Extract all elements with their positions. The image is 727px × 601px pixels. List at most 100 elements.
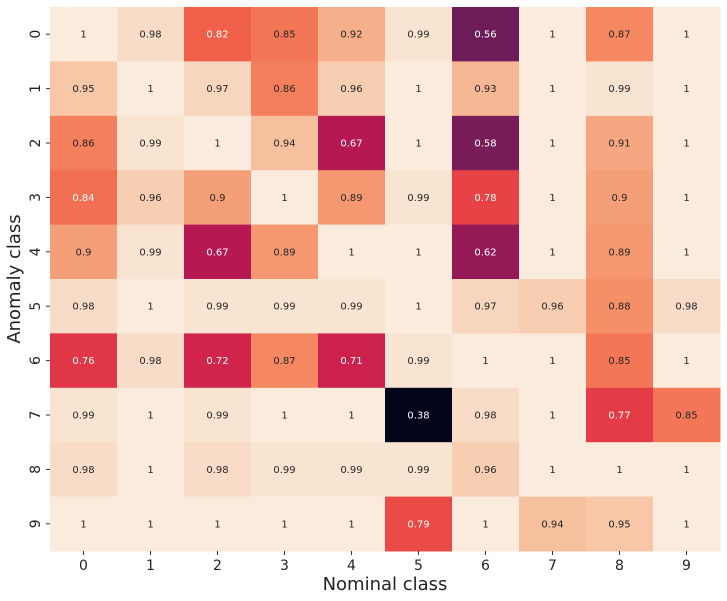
heatmap-cell-9-7: [519, 496, 587, 552]
heatmap-cell-label-1-8: 0.99: [608, 84, 630, 95]
heatmap-cell-label-2-0: 0.86: [72, 139, 94, 150]
heatmap-cell-2-9: [653, 115, 721, 171]
heatmap-cell-label-8-1: 1: [147, 465, 153, 476]
y-tick-label-4: 4: [28, 247, 44, 256]
y-tick-label-9: 9: [28, 519, 44, 528]
heatmap-cell-label-4-8: 0.89: [608, 247, 630, 258]
heatmap-cell-label-5-7: 0.96: [541, 302, 563, 313]
heatmap-cell-6-4: [318, 333, 386, 389]
heatmap-cell-label-2-6: 0.58: [474, 139, 496, 150]
heatmap-cell-7-7: [519, 387, 587, 443]
heatmap-cell-label-8-7: 1: [549, 465, 555, 476]
x-axis-ticks: 0 1 2 3 4 5 6 7 8 9: [79, 551, 691, 574]
heatmap-cell-2-4: [318, 115, 386, 171]
heatmap-cell-7-2: [184, 387, 252, 443]
heatmap-cell-label-1-2: 0.97: [206, 84, 228, 95]
heatmap-cell-2-0: [50, 115, 118, 171]
heatmap-cell-3-0: [50, 170, 118, 226]
heatmap-cell-label-6-5: 0.99: [407, 356, 429, 367]
heatmap-cell-label-1-1: 1: [147, 84, 153, 95]
heatmap-cell-3-4: [318, 170, 386, 226]
heatmap-cell-1-8: [586, 61, 654, 117]
heatmap-cell-label-1-9: 1: [683, 84, 689, 95]
y-axis-label: Anomaly class: [4, 214, 25, 343]
heatmap-cell-label-2-7: 1: [549, 139, 555, 150]
heatmap-cell-label-8-6: 0.96: [474, 465, 496, 476]
heatmap-cell-label-6-8: 0.85: [608, 356, 630, 367]
heatmap-cell-8-2: [184, 442, 252, 498]
heatmap-cell-label-6-0: 0.76: [72, 356, 94, 367]
heatmap-cell-label-4-6: 0.62: [474, 247, 496, 258]
heatmap-cell-label-7-2: 0.99: [206, 411, 228, 422]
heatmap-cell-label-6-2: 0.72: [206, 356, 228, 367]
heatmap-cell-label-5-1: 1: [147, 302, 153, 313]
heatmap-cell-label-4-1: 0.99: [139, 247, 161, 258]
heatmap-cell-label-3-9: 1: [683, 193, 689, 204]
heatmap-cell-1-2: [184, 61, 252, 117]
heatmap-cell-0-9: [653, 7, 721, 62]
heatmap-cell-label-3-6: 0.78: [474, 193, 496, 204]
heatmap-cell-label-2-1: 0.99: [139, 139, 161, 150]
x-tick-label-5: 5: [414, 558, 423, 574]
heatmap-cell-5-1: [117, 279, 185, 334]
heatmap-cell-3-6: [452, 170, 520, 226]
heatmap-cell-1-6: [452, 61, 520, 117]
heatmap-cell-9-8: [586, 496, 654, 552]
heatmap-cell-4-8: [586, 224, 654, 280]
heatmap-cell-0-4: [318, 7, 386, 62]
heatmap-cell-label-4-7: 1: [549, 247, 555, 258]
y-tick-label-6: 6: [28, 356, 44, 365]
heatmap-cell-label-7-4: 1: [348, 411, 354, 422]
heatmap-cell-label-0-6: 0.56: [474, 30, 496, 41]
x-tick-label-6: 6: [481, 558, 490, 574]
heatmap-cell-5-8: [586, 279, 654, 334]
heatmap-cell-label-5-2: 0.99: [206, 302, 228, 313]
y-axis-ticks: 0 1 2 3 4 5 6 7 8 9: [28, 30, 50, 528]
heatmap-cell-1-0: [50, 61, 118, 117]
heatmap-cell-2-7: [519, 115, 587, 171]
heatmap-cell-label-2-4: 0.67: [340, 139, 362, 150]
heatmap-cell-label-3-4: 0.89: [340, 193, 362, 204]
y-tick-label-3: 3: [28, 193, 44, 202]
heatmap-cell-label-5-4: 0.99: [340, 302, 362, 313]
heatmap-cell-8-8: [586, 442, 654, 498]
x-tick-label-8: 8: [615, 558, 624, 574]
y-tick-label-5: 5: [28, 302, 44, 311]
heatmap-cell-label-9-1: 1: [147, 519, 153, 530]
heatmap-cell-7-4: [318, 387, 386, 443]
heatmap-cell-label-0-4: 0.92: [340, 30, 362, 41]
heatmap-cell-5-2: [184, 279, 252, 334]
heatmap-cell-4-7: [519, 224, 587, 280]
heatmap-cell-label-8-4: 0.99: [340, 465, 362, 476]
heatmap-cell-9-9: [653, 496, 721, 552]
x-tick-label-2: 2: [213, 558, 222, 574]
heatmap-cell-label-0-0: 1: [80, 30, 86, 41]
heatmap-cell-5-0: [50, 279, 118, 334]
heatmap-cell-label-4-2: 0.67: [206, 247, 228, 258]
heatmap-cell-9-6: [452, 496, 520, 552]
x-tick-label-3: 3: [280, 558, 289, 574]
heatmap-cell-label-2-5: 1: [415, 139, 421, 150]
heatmap-cell-5-5: [385, 279, 453, 334]
heatmap-cell-label-9-6: 1: [482, 519, 488, 530]
heatmap-cell-8-5: [385, 442, 453, 498]
x-tick-label-4: 4: [347, 558, 356, 574]
heatmap-cell-label-9-9: 1: [683, 519, 689, 530]
heatmap-cell-label-4-5: 1: [415, 247, 421, 258]
heatmap-cell-label-8-9: 1: [683, 465, 689, 476]
heatmap-cell-8-9: [653, 442, 721, 498]
heatmap-cell-4-9: [653, 224, 721, 280]
heatmap-cell-1-5: [385, 61, 453, 117]
x-tick-label-9: 9: [682, 558, 691, 574]
heatmap-cell-label-9-3: 1: [281, 519, 287, 530]
heatmap-cell-label-8-8: 1: [616, 465, 622, 476]
heatmap-cell-7-1: [117, 387, 185, 443]
heatmap-cell-label-9-4: 1: [348, 519, 354, 530]
heatmap-cell-8-0: [50, 442, 118, 498]
heatmap-cell-label-4-9: 1: [683, 247, 689, 258]
heatmap-cell-0-7: [519, 7, 587, 62]
heatmap-cell-label-7-9: 0.85: [675, 411, 697, 422]
heatmap-cell-label-7-7: 1: [549, 411, 555, 422]
heatmap-cell-label-1-6: 0.93: [474, 84, 496, 95]
